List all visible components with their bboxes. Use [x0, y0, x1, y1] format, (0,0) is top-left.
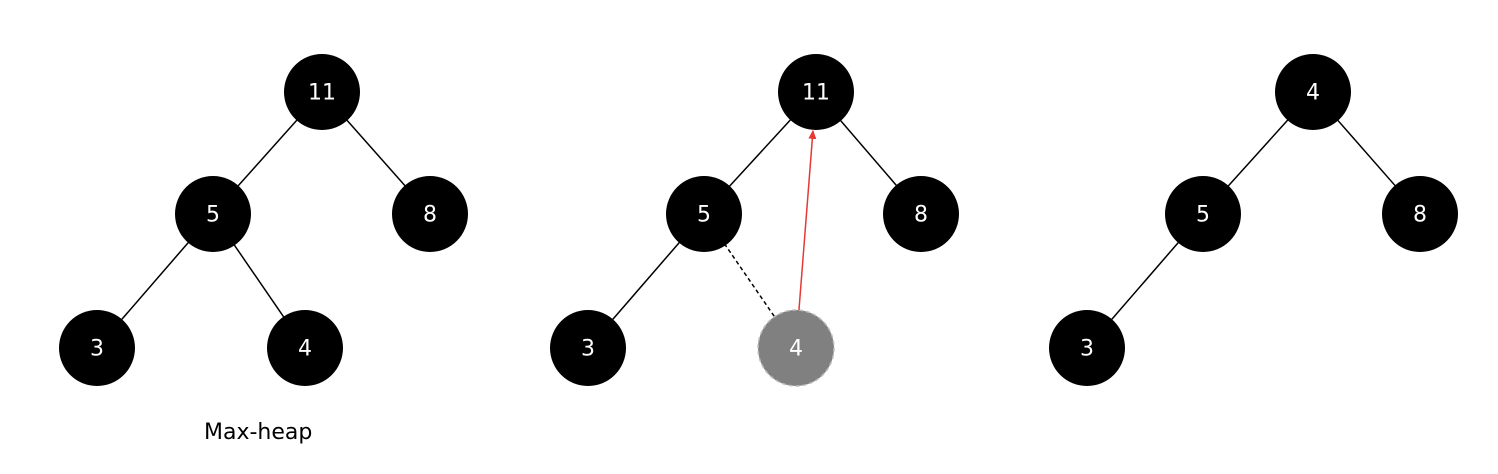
max-heap-caption: Max-heap	[204, 420, 313, 445]
tree-3-node-root: 4	[1275, 54, 1351, 130]
tree-2-node-right: 8	[883, 176, 959, 252]
tree-1-node-left-left: 3	[59, 310, 135, 386]
tree-1-node-root: 11	[284, 54, 360, 130]
tree-1-edge-left-to-left-right	[232, 243, 286, 319]
tree-1-node-left-circle	[175, 176, 251, 252]
tree-2-edge-root-to-right	[838, 118, 899, 188]
tree-3-node-root-label: 4	[1306, 81, 1320, 106]
tree-2-node-root-circle	[778, 54, 854, 130]
tree-2-node-right-circle	[883, 176, 959, 252]
tree-3-node-left-left: 3	[1049, 310, 1125, 386]
tree-3-node-left-left-circle	[1049, 310, 1125, 386]
tree-1-node-left: 5	[175, 176, 251, 252]
tree-2-node-left-right-label: 4	[789, 337, 803, 362]
tree-2-node-root: 11	[778, 54, 854, 130]
nodes-layer: 11 5 8 3 4 11 5 8 3 4 4 5 8 3	[59, 54, 1458, 387]
tree-1-node-left-right-label: 4	[298, 337, 312, 362]
tree-1-node-left-left-label: 3	[90, 337, 104, 362]
tree-3-node-root-circle	[1275, 54, 1351, 130]
tree-1-edge-root-to-left	[236, 118, 299, 188]
tree-2-node-right-label: 8	[914, 203, 928, 228]
tree-3-node-left-circle	[1165, 176, 1241, 252]
tree-1-node-left-label: 5	[206, 203, 220, 228]
tree-2-node-left-circle	[666, 176, 742, 252]
tree-2-node-left: 5	[666, 176, 742, 252]
tree-3-edge-root-to-right	[1336, 118, 1397, 188]
tree-2-edge-root-to-left	[727, 118, 793, 188]
tree-1-node-right-label: 8	[423, 203, 437, 228]
tree-3-edge-left-to-left-left	[1109, 240, 1181, 322]
tree-1-node-root-label: 11	[308, 81, 336, 106]
tree-2-node-left-left-circle	[550, 310, 626, 386]
tree-3-node-left: 5	[1165, 176, 1241, 252]
tree-1-node-root-circle	[284, 54, 360, 130]
tree-3-node-left-label: 5	[1196, 203, 1210, 228]
tree-3-node-right-circle	[1382, 176, 1458, 252]
tree-3-edge-root-to-left	[1226, 118, 1290, 188]
tree-2-node-left-left-label: 3	[581, 337, 595, 362]
tree-1-node-left-right: 4	[267, 310, 343, 386]
tree-2-node-left-label: 5	[697, 203, 711, 228]
tree-1-node-right-circle	[392, 176, 468, 252]
edges-layer	[119, 118, 1397, 322]
tree-1-edge-left-to-left-left	[119, 240, 191, 322]
tree-2-edge-left-to-left-right	[723, 243, 777, 319]
tree-2-node-left-right-circle	[757, 309, 835, 387]
tree-1-node-right: 8	[392, 176, 468, 252]
tree-2-edge-left-to-left-left	[610, 240, 682, 322]
tree-2-node-root-label: 11	[802, 81, 830, 106]
tree-3-node-right-label: 8	[1413, 203, 1427, 228]
tree-2-node-left-left: 3	[550, 310, 626, 386]
tree-3-node-right: 8	[1382, 176, 1458, 252]
arrows-layer	[798, 129, 817, 311]
tree-2-node-left-right: 4	[757, 309, 835, 387]
tree-1-node-left-right-circle	[267, 310, 343, 386]
tree-1-edge-root-to-right	[345, 118, 407, 188]
tree-3-node-left-left-label: 3	[1080, 337, 1094, 362]
tree-1-node-left-left-circle	[59, 310, 135, 386]
tree-2-swap-arrow	[798, 129, 817, 311]
